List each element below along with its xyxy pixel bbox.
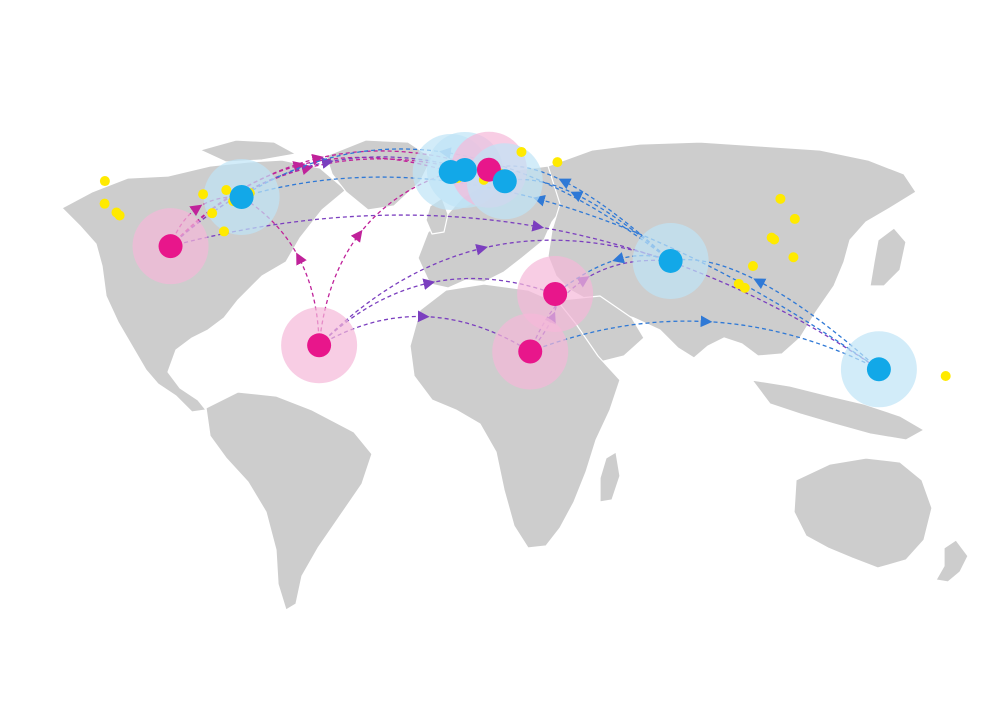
minor-city-dot-3: [99, 176, 110, 187]
minor-city-dot-16: [775, 193, 786, 204]
landmass-southeast-asia-islands: [751, 379, 925, 441]
landmass-madagascar: [599, 451, 621, 503]
minor-city-dot-0: [99, 198, 110, 209]
landmass-south-america: [205, 391, 373, 611]
hub-sao-paulo: [307, 333, 332, 358]
hubs-layer: [158, 157, 891, 382]
minor-city-dot-5: [221, 185, 232, 196]
route-sao-paulo-to-bangalore-b: [482, 239, 671, 262]
route-sao-paulo-to-london-a: [318, 229, 363, 346]
landmass-north-america: [61, 159, 347, 413]
minor-city-dot-11: [552, 157, 563, 168]
hub-mexico: [158, 234, 183, 259]
hub-johannesburg: [518, 339, 543, 364]
minor-city-dot-24: [940, 371, 951, 382]
minor-city-dot-17: [789, 213, 800, 224]
minor-city-dot-8: [219, 226, 230, 237]
hub-amsterdam: [452, 157, 477, 182]
route-bangalore-to-berlin-a: [558, 178, 672, 262]
landmass-arctic-canada: [199, 139, 297, 163]
hub-sydney: [866, 357, 891, 382]
minor-city-dot-7: [207, 208, 218, 219]
hub-nairobi: [543, 282, 568, 307]
route-sydney-to-bangalore-a: [753, 278, 880, 370]
route-mexico-to-amsterdam-a: [170, 163, 314, 247]
landmass-new-zealand: [935, 539, 969, 583]
hub-bangalore: [658, 248, 683, 273]
landmass-japan: [869, 227, 907, 287]
minor-city-dot-19: [766, 232, 777, 243]
route-sao-paulo-to-johannesburg-a: [318, 310, 430, 346]
minor-city-dot-10: [516, 146, 527, 157]
route-bangalore-to-budapest-b: [504, 178, 577, 195]
landmasses: [61, 139, 969, 611]
hub-budapest: [492, 169, 517, 194]
minor-city-dot-4: [198, 189, 209, 200]
minor-city-dot-20: [747, 261, 758, 272]
hub-new-york: [229, 184, 254, 209]
minor-city-dot-22: [733, 278, 744, 289]
minor-city-dot-23: [788, 252, 799, 263]
minor-city-dot-2: [114, 210, 125, 221]
landmass-australia: [793, 457, 933, 569]
route-sao-paulo-to-new-york-b: [241, 196, 300, 259]
route-mexico-to-new-york-a: [169, 204, 203, 247]
